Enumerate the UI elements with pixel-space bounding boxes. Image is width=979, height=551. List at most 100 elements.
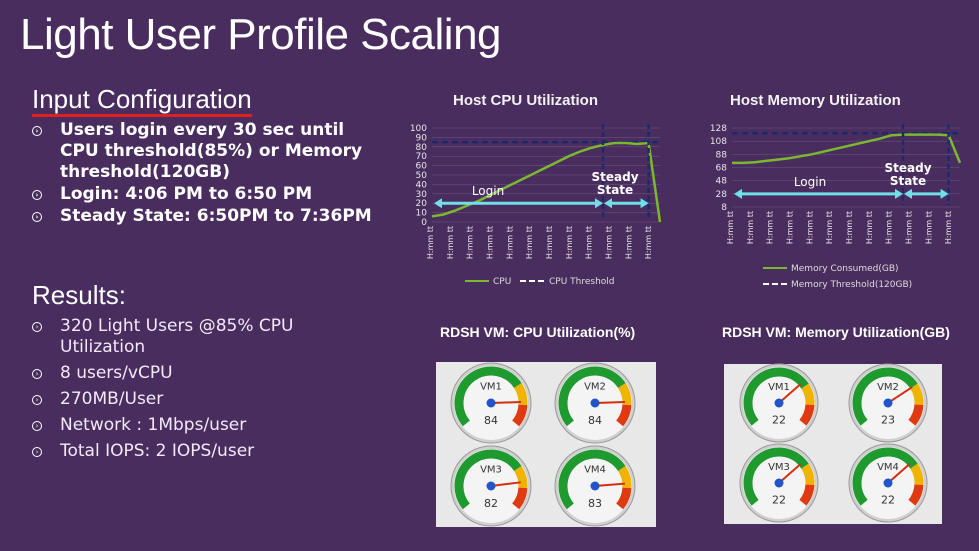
gauge-zone-green xyxy=(743,447,809,506)
gauge-hub xyxy=(590,398,600,408)
y-tick-label: 90 xyxy=(416,133,428,143)
y-tick-label: 20 xyxy=(416,199,428,209)
gauge-value: 82 xyxy=(484,497,498,510)
gauge-zone-yellow xyxy=(513,466,528,489)
gauge-zone-red xyxy=(908,404,924,426)
steady-arrow-head-left xyxy=(904,188,912,199)
bullet-icon: › xyxy=(32,447,42,457)
login-label: Login xyxy=(794,175,826,189)
x-tick-label: H:mm tt xyxy=(924,211,933,244)
gauge-zone-red xyxy=(616,404,632,427)
memory-gauges-title: RDSH VM: Memory Utilization(GB) xyxy=(722,324,950,340)
x-tick-label: H:mm tt xyxy=(766,211,775,244)
steady-label-line2: State xyxy=(890,174,926,188)
list-item: › Steady State: 6:50PM to 7:36PM xyxy=(32,206,372,227)
list-item: › Network : 1Mbps/user xyxy=(32,415,332,436)
gauge-vm-name: VM3 xyxy=(480,465,502,476)
steady-arrow-head-right xyxy=(940,188,949,199)
gauge-value: 22 xyxy=(772,413,786,426)
bullet-icon: › xyxy=(32,421,42,431)
cpu-gauge-4: VM4 83 xyxy=(554,445,636,527)
steady-arrow-head-right xyxy=(640,198,649,209)
list-item: › Login: 4:06 PM to 6:50 PM xyxy=(32,184,372,205)
gauge-zone-yellow xyxy=(801,463,815,486)
gauge-needle xyxy=(887,463,911,484)
series-line-main xyxy=(732,133,962,165)
input-configuration-heading: Input Configuration xyxy=(32,84,252,117)
x-tick-label: H:mm tt xyxy=(845,211,854,244)
gauge-needle xyxy=(594,482,625,487)
gauge-hub xyxy=(590,481,600,491)
x-tick-label: H:mm tt xyxy=(624,226,633,259)
list-item: › 270MB/User xyxy=(32,389,332,410)
gauge-value: 23 xyxy=(881,413,895,426)
x-tick-label: H:mm tt xyxy=(785,211,794,244)
gauge-zone-green xyxy=(454,366,522,427)
x-tick-label: H:mm tt xyxy=(904,211,913,244)
gauge-hub xyxy=(774,478,784,488)
steady-label-line2: State xyxy=(597,183,633,197)
x-tick-label: H:mm tt xyxy=(746,211,755,244)
legend-label-threshold: Memory Threshold(120GB) xyxy=(791,280,912,290)
gauge-zone-yellow xyxy=(910,463,924,486)
x-tick-label: H:mm tt xyxy=(545,226,554,259)
y-tick-label: 50 xyxy=(416,171,428,181)
steady-label-line1: Steady xyxy=(884,161,931,175)
bullet-icon: › xyxy=(32,395,42,405)
y-tick-label: 70 xyxy=(416,152,428,162)
gauge-zone-yellow xyxy=(513,383,528,406)
cpu-gauge-2: VM2 84 xyxy=(554,362,636,444)
x-tick-label: H:mm tt xyxy=(426,226,435,259)
bullet-icon: › xyxy=(32,126,42,136)
login-arrow-head-right xyxy=(595,198,603,209)
x-tick-label: H:mm tt xyxy=(505,226,514,259)
gauge-zone-yellow xyxy=(617,383,632,406)
page-title: Light User Profile Scaling xyxy=(20,10,502,59)
bullet-icon: › xyxy=(32,322,42,332)
x-tick-label: H:mm tt xyxy=(726,211,735,244)
memory-gauge-4: VM4 22 xyxy=(848,443,928,523)
y-tick-label: 128 xyxy=(710,124,727,134)
login-arrow-head-left xyxy=(734,188,742,199)
bullet-icon: › xyxy=(32,190,42,200)
steady-label-line1: Steady xyxy=(591,170,638,184)
cpu-gauge-1: VM1 84 xyxy=(450,362,532,444)
gauge-vm-name: VM1 xyxy=(768,382,790,393)
cpu-gauges-title: RDSH VM: CPU Utilization(%) xyxy=(440,324,636,340)
y-tick-label: 80 xyxy=(416,143,428,153)
y-tick-label: 28 xyxy=(716,190,728,200)
input-configuration-list: › Users login every 30 sec until CPU thre… xyxy=(32,120,372,228)
legend-label-threshold: CPU Threshold xyxy=(549,277,615,287)
y-tick-label: 68 xyxy=(716,164,728,174)
x-tick-label: H:mm tt xyxy=(565,226,574,259)
list-item: › Users login every 30 sec until CPU thre… xyxy=(32,120,372,183)
login-arrow-head-left xyxy=(434,198,442,209)
gauge-needle xyxy=(490,481,521,487)
gauge-hub xyxy=(883,398,893,408)
x-tick-label: H:mm tt xyxy=(525,226,534,259)
x-tick-label: H:mm tt xyxy=(485,226,494,259)
y-tick-label: 108 xyxy=(710,137,727,147)
x-tick-label: H:mm tt xyxy=(644,226,653,259)
gauge-zone-green xyxy=(454,449,522,510)
list-item: › 320 Light Users @85% CPU Utilization xyxy=(32,316,332,358)
legend-label-main: CPU xyxy=(493,277,511,287)
gauge-vm-name: VM2 xyxy=(877,382,899,393)
gauge-needle xyxy=(778,463,802,484)
y-tick-label: 60 xyxy=(416,162,428,172)
gauge-zone-green xyxy=(558,366,626,427)
y-tick-label: 100 xyxy=(410,124,427,134)
results-list: › 320 Light Users @85% CPU Utilization › 8… xyxy=(32,316,332,467)
list-item: › 8 users/vCPU xyxy=(32,363,332,384)
y-tick-label: 10 xyxy=(416,209,428,219)
gauge-zone-green xyxy=(743,367,809,426)
memory-chart-title: Host Memory Utilization xyxy=(730,92,901,109)
x-tick-label: H:mm tt xyxy=(825,211,834,244)
gauge-vm-name: VM4 xyxy=(877,462,899,473)
y-tick-label: 0 xyxy=(421,218,427,228)
gauge-needle xyxy=(594,401,626,404)
list-item: › Total IOPS: 2 IOPS/user xyxy=(32,441,332,462)
